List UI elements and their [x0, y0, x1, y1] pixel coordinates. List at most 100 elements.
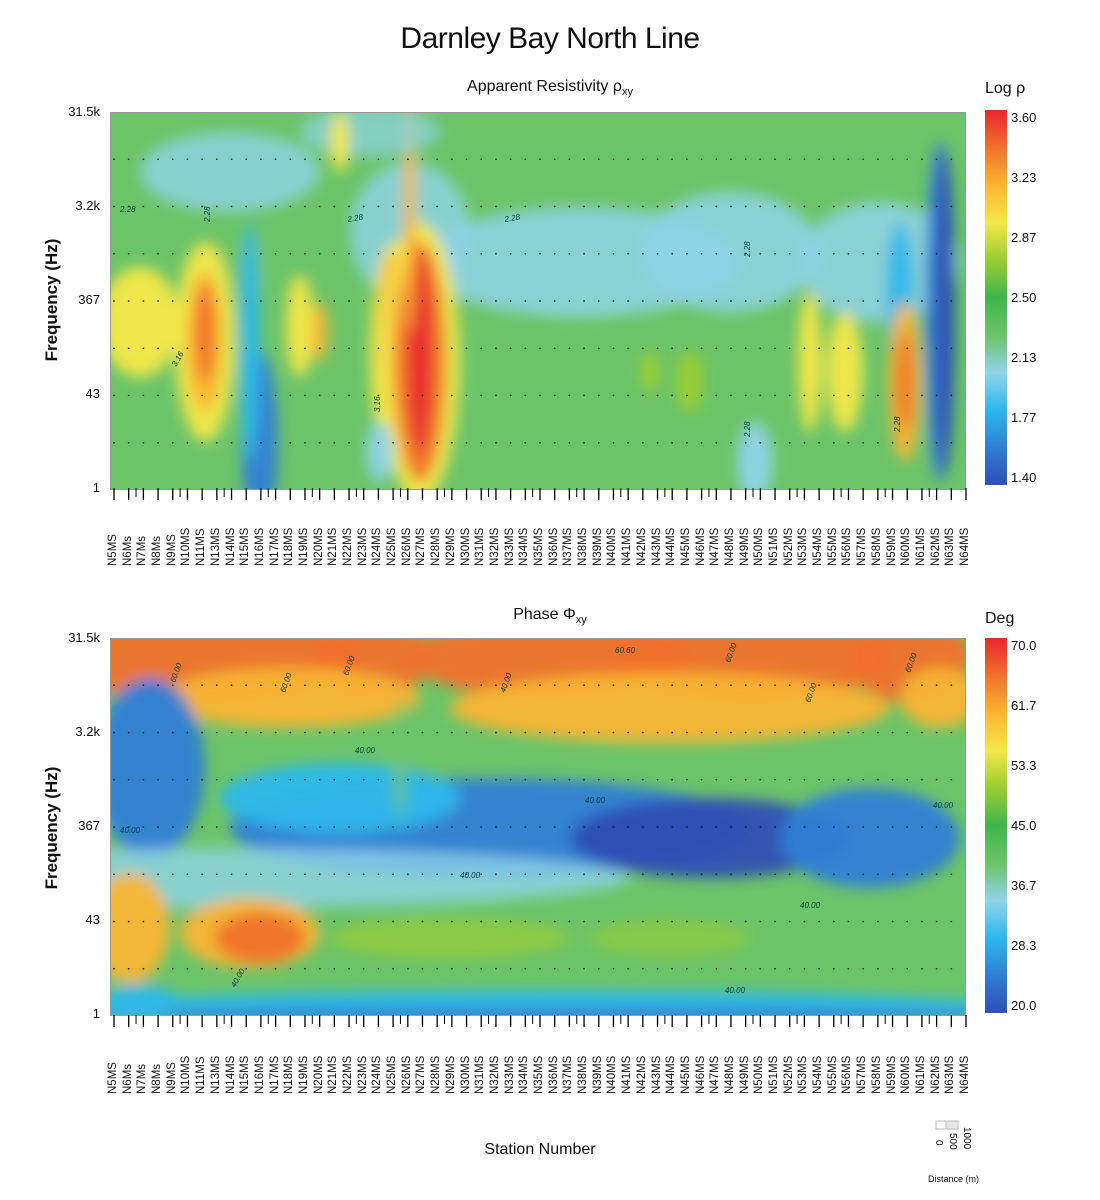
measurement-dot — [377, 873, 380, 876]
measurement-dot — [744, 347, 747, 350]
measurement-dot — [685, 347, 688, 350]
measurement-dot — [759, 778, 762, 781]
measurement-dot — [715, 873, 718, 876]
measurement-dot — [921, 205, 923, 208]
measurement-dot — [553, 826, 556, 828]
contour-label: 2.28 — [203, 206, 212, 223]
measurement-dot — [876, 967, 879, 970]
measurement-dot — [348, 252, 350, 255]
measurement-dot — [318, 205, 321, 208]
station-label: N55MS — [826, 1055, 839, 1094]
measurement-dot — [627, 731, 630, 734]
measurement-dot — [891, 826, 894, 828]
measurement-dot — [318, 778, 321, 781]
heatmap-blob — [220, 763, 460, 833]
measurement-dot — [730, 441, 732, 444]
station-label: N40MS — [606, 1055, 619, 1094]
measurement-dot — [480, 684, 483, 687]
measurement-dot — [142, 300, 145, 302]
measurement-dot — [818, 684, 821, 687]
measurement-dot — [818, 778, 821, 781]
measurement-dot — [127, 826, 130, 828]
measurement-dot — [495, 731, 497, 734]
heatmap-blob — [780, 788, 960, 888]
measurement-dot — [612, 920, 615, 923]
measurement-dot — [671, 967, 674, 970]
measurement-dot — [127, 778, 130, 781]
measurement-dot — [935, 684, 938, 687]
station-label: N23MS — [356, 1055, 369, 1094]
measurement-dot — [142, 920, 145, 923]
measurement-dot — [656, 873, 659, 876]
measurement-dot — [113, 252, 115, 255]
measurement-dot — [935, 873, 938, 876]
measurement-dot — [597, 347, 600, 350]
measurement-dot — [406, 441, 409, 444]
measurement-dot — [891, 441, 894, 444]
measurement-dot — [113, 967, 115, 970]
measurement-dot — [142, 252, 145, 255]
measurement-dot — [862, 394, 865, 397]
contour-label: 3.16 — [373, 396, 382, 412]
measurement-dot — [612, 252, 615, 255]
station-label: N49MS — [738, 527, 751, 566]
colorbar-tick-label: 70.0 — [1011, 638, 1037, 653]
measurement-dot — [612, 967, 615, 970]
measurement-dot — [627, 300, 630, 302]
measurement-dot — [171, 394, 174, 397]
measurement-dot — [891, 967, 894, 970]
measurement-dot — [362, 441, 365, 444]
measurement-dot — [230, 778, 233, 781]
station-label: N6Ms — [121, 535, 134, 566]
measurement-dot — [465, 205, 468, 208]
measurement-dot — [950, 158, 953, 161]
measurement-dot — [377, 394, 380, 397]
station-label: N11MS — [195, 528, 208, 567]
measurement-dot — [847, 205, 850, 208]
measurement-dot — [524, 873, 527, 876]
heatmap-blob — [312, 302, 328, 362]
heatmap-blob — [110, 848, 630, 908]
measurement-dot — [891, 920, 894, 923]
measurement-dot — [230, 347, 233, 350]
station-label: N19MS — [297, 527, 310, 566]
heatmap-blob — [240, 222, 260, 462]
station-label: N29MS — [444, 527, 457, 566]
heatmap-frame — [110, 638, 966, 1016]
measurement-dot — [215, 920, 218, 923]
measurement-dot — [862, 300, 865, 302]
measurement-dot — [171, 441, 174, 444]
measurement-dot — [715, 967, 718, 970]
measurement-dot — [906, 826, 909, 828]
heatmap-blob — [366, 422, 394, 482]
station-label: N53MS — [797, 527, 810, 566]
measurement-dot — [274, 826, 277, 828]
measurement-dot — [509, 684, 512, 687]
measurement-dot — [597, 826, 600, 828]
measurement-dot — [171, 252, 174, 255]
measurement-dot — [774, 826, 776, 828]
measurement-dot — [480, 778, 483, 781]
phase-title-subscript: xy — [575, 614, 587, 627]
measurement-dot — [304, 205, 306, 208]
measurement-dot — [509, 920, 512, 923]
measurement-dot — [803, 920, 806, 923]
measurement-dot — [421, 347, 424, 350]
measurement-dot — [568, 252, 571, 255]
measurement-dot — [509, 347, 512, 350]
station-label: N43MS — [650, 527, 663, 566]
measurement-dot — [612, 300, 615, 302]
measurement-dot — [612, 873, 615, 876]
station-label: N62MS — [929, 1055, 942, 1094]
measurement-dot — [539, 684, 541, 687]
heatmap-blob — [110, 467, 160, 490]
measurement-dot — [333, 441, 336, 444]
measurement-dot — [935, 778, 938, 781]
measurement-dot — [142, 731, 145, 734]
measurement-dot — [127, 684, 130, 687]
measurement-dot — [774, 441, 776, 444]
station-label: N19MS — [297, 1055, 310, 1094]
measurement-dot — [788, 920, 791, 923]
measurement-dot — [245, 826, 248, 828]
station-label: N59MS — [885, 1055, 898, 1094]
